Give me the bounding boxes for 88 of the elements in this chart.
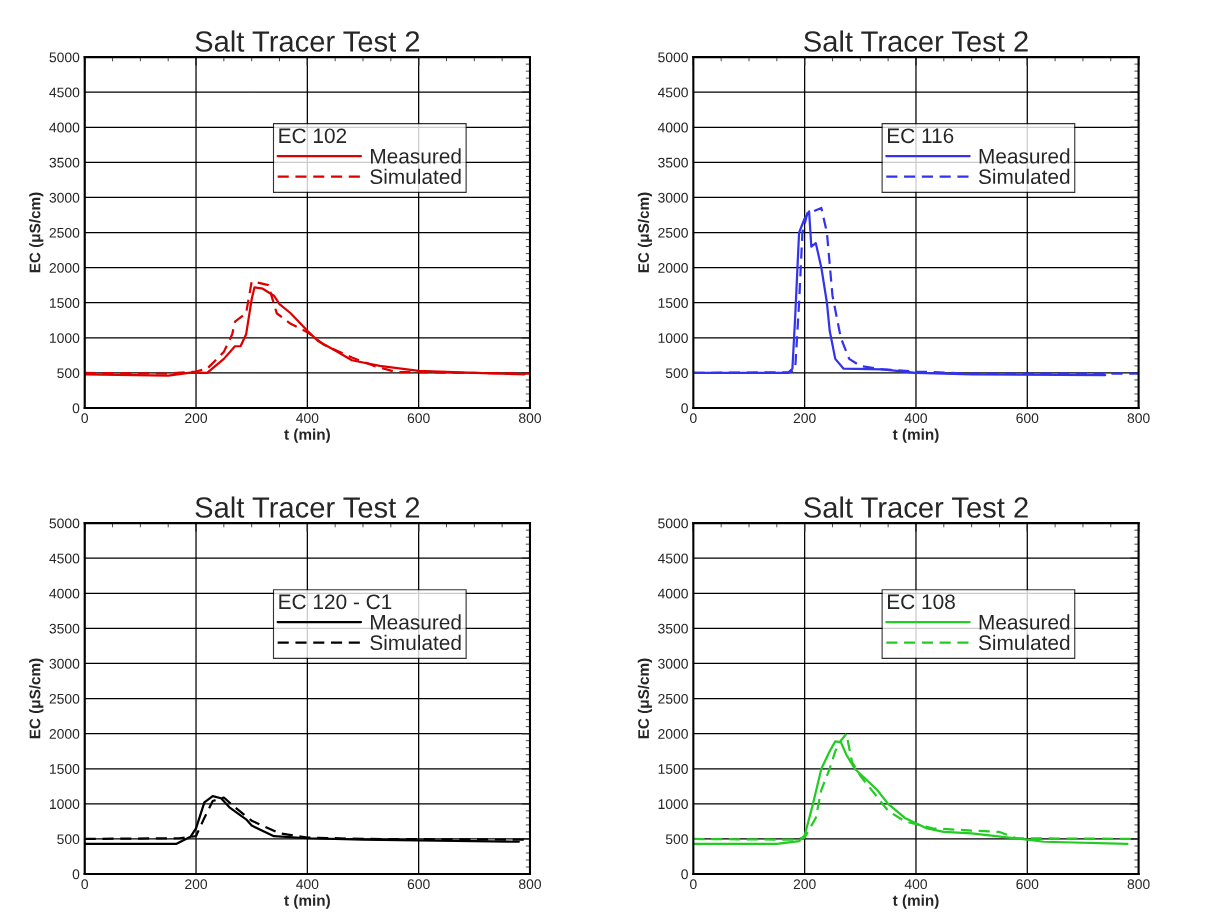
y-tick-label: 5000 xyxy=(49,518,80,529)
x-tick-label: 200 xyxy=(793,413,816,424)
legend-label: Measured xyxy=(371,148,461,164)
legend-title: EC 108 xyxy=(888,594,955,610)
legend-title: EC 116 xyxy=(888,128,954,144)
y-tick-label: 3500 xyxy=(658,623,688,634)
y-tick-label: 3000 xyxy=(49,192,80,203)
legend-label: Simulated xyxy=(370,168,461,185)
x-axis-title: t (min) xyxy=(284,428,330,443)
y-tick-label: 3500 xyxy=(658,157,688,168)
y-tick-label: 4000 xyxy=(657,588,688,599)
y-axis-title: EC (μS/cm) xyxy=(637,658,653,739)
chart-title: Salt Tracer Test 2 xyxy=(804,496,1028,518)
x-tick-label: 800 xyxy=(519,879,542,890)
chart-title: Salt Tracer Test 2 xyxy=(195,30,420,52)
chart-title: Salt Tracer Test 2 xyxy=(804,30,1028,52)
y-tick-label: 4000 xyxy=(49,122,80,133)
y-tick-label: 500 xyxy=(57,368,80,379)
x-tick-label: 600 xyxy=(407,413,430,424)
x-tick-label: 400 xyxy=(904,413,928,424)
y-tick-label: 5000 xyxy=(658,518,688,529)
y-tick-label: 2000 xyxy=(658,729,688,739)
x-tick-label: 400 xyxy=(296,879,319,890)
y-axis-title: EC (μS/cm) xyxy=(637,192,653,273)
y-tick-label: 3000 xyxy=(658,658,688,669)
legend-label: Simulated xyxy=(978,634,1070,651)
y-tick-label: 2000 xyxy=(49,729,80,739)
legend-title: EC 102 xyxy=(279,128,347,144)
y-tick-label: 2500 xyxy=(658,693,688,704)
y-tick-label: 1000 xyxy=(658,799,688,810)
y-tick-label: 4000 xyxy=(657,122,688,133)
y-tick-label: 4500 xyxy=(657,553,688,564)
y-axis-title: EC (μS/cm) xyxy=(29,192,44,273)
y-tick-label: 2500 xyxy=(658,227,688,238)
y-tick-label: 5000 xyxy=(658,52,688,63)
y-tick-label: 0 xyxy=(681,869,688,880)
x-tick-label: 800 xyxy=(519,413,542,424)
y-axis-title: EC (μS/cm) xyxy=(29,658,44,739)
x-tick-label: 600 xyxy=(1016,879,1039,890)
y-tick-label: 500 xyxy=(57,834,80,845)
y-tick-label: 0 xyxy=(681,403,688,414)
x-tick-label: 600 xyxy=(1016,413,1039,424)
y-tick-label: 3000 xyxy=(658,192,688,203)
legend-title: EC 120 - C1 xyxy=(279,594,392,610)
y-tick-label: 1000 xyxy=(658,333,688,343)
y-tick-label: 2500 xyxy=(49,693,80,704)
x-tick-label: 200 xyxy=(793,879,816,890)
y-tick-label: 2000 xyxy=(658,262,688,273)
y-tick-label: 3500 xyxy=(49,157,80,168)
y-tick-label: 1500 xyxy=(50,764,80,774)
y-tick-label: 1500 xyxy=(50,298,80,308)
legend-label: Simulated xyxy=(978,168,1070,185)
x-axis-title: t (min) xyxy=(892,894,939,909)
y-tick-label: 4500 xyxy=(49,87,80,98)
y-tick-label: 3500 xyxy=(49,623,80,634)
legend-label: Measured xyxy=(979,614,1070,630)
legend-label: Simulated xyxy=(370,634,461,651)
x-tick-label: 600 xyxy=(407,879,430,890)
y-tick-label: 2500 xyxy=(49,227,80,238)
x-axis-title: t (min) xyxy=(892,428,939,443)
y-tick-label: 1000 xyxy=(50,333,80,343)
x-tick-label: 200 xyxy=(185,413,208,424)
chart-title: Salt Tracer Test 2 xyxy=(195,496,420,518)
legend-label: Measured xyxy=(979,148,1070,164)
legend-label: Measured xyxy=(371,614,461,630)
x-tick-label: 0 xyxy=(81,879,89,890)
x-tick-label: 200 xyxy=(185,879,208,890)
y-tick-label: 500 xyxy=(665,368,688,379)
y-tick-label: 0 xyxy=(72,403,80,414)
y-tick-label: 5000 xyxy=(49,52,80,63)
y-tick-label: 1000 xyxy=(50,799,80,810)
x-tick-label: 0 xyxy=(690,879,697,890)
y-tick-label: 500 xyxy=(665,834,688,845)
y-tick-label: 3000 xyxy=(49,658,80,669)
y-tick-label: 4500 xyxy=(657,87,688,98)
y-tick-label: 2000 xyxy=(49,262,80,273)
x-tick-label: 400 xyxy=(296,413,319,424)
x-tick-label: 800 xyxy=(1127,413,1150,424)
x-tick-label: 0 xyxy=(81,413,89,424)
y-tick-label: 4000 xyxy=(49,588,80,599)
x-tick-label: 400 xyxy=(904,879,928,890)
x-tick-label: 0 xyxy=(690,413,697,424)
y-tick-label: 4500 xyxy=(49,553,80,564)
y-tick-label: 1500 xyxy=(658,764,688,774)
x-tick-label: 800 xyxy=(1127,879,1150,890)
y-tick-label: 0 xyxy=(72,869,80,880)
x-axis-title: t (min) xyxy=(284,894,330,909)
y-tick-label: 1500 xyxy=(658,298,688,308)
